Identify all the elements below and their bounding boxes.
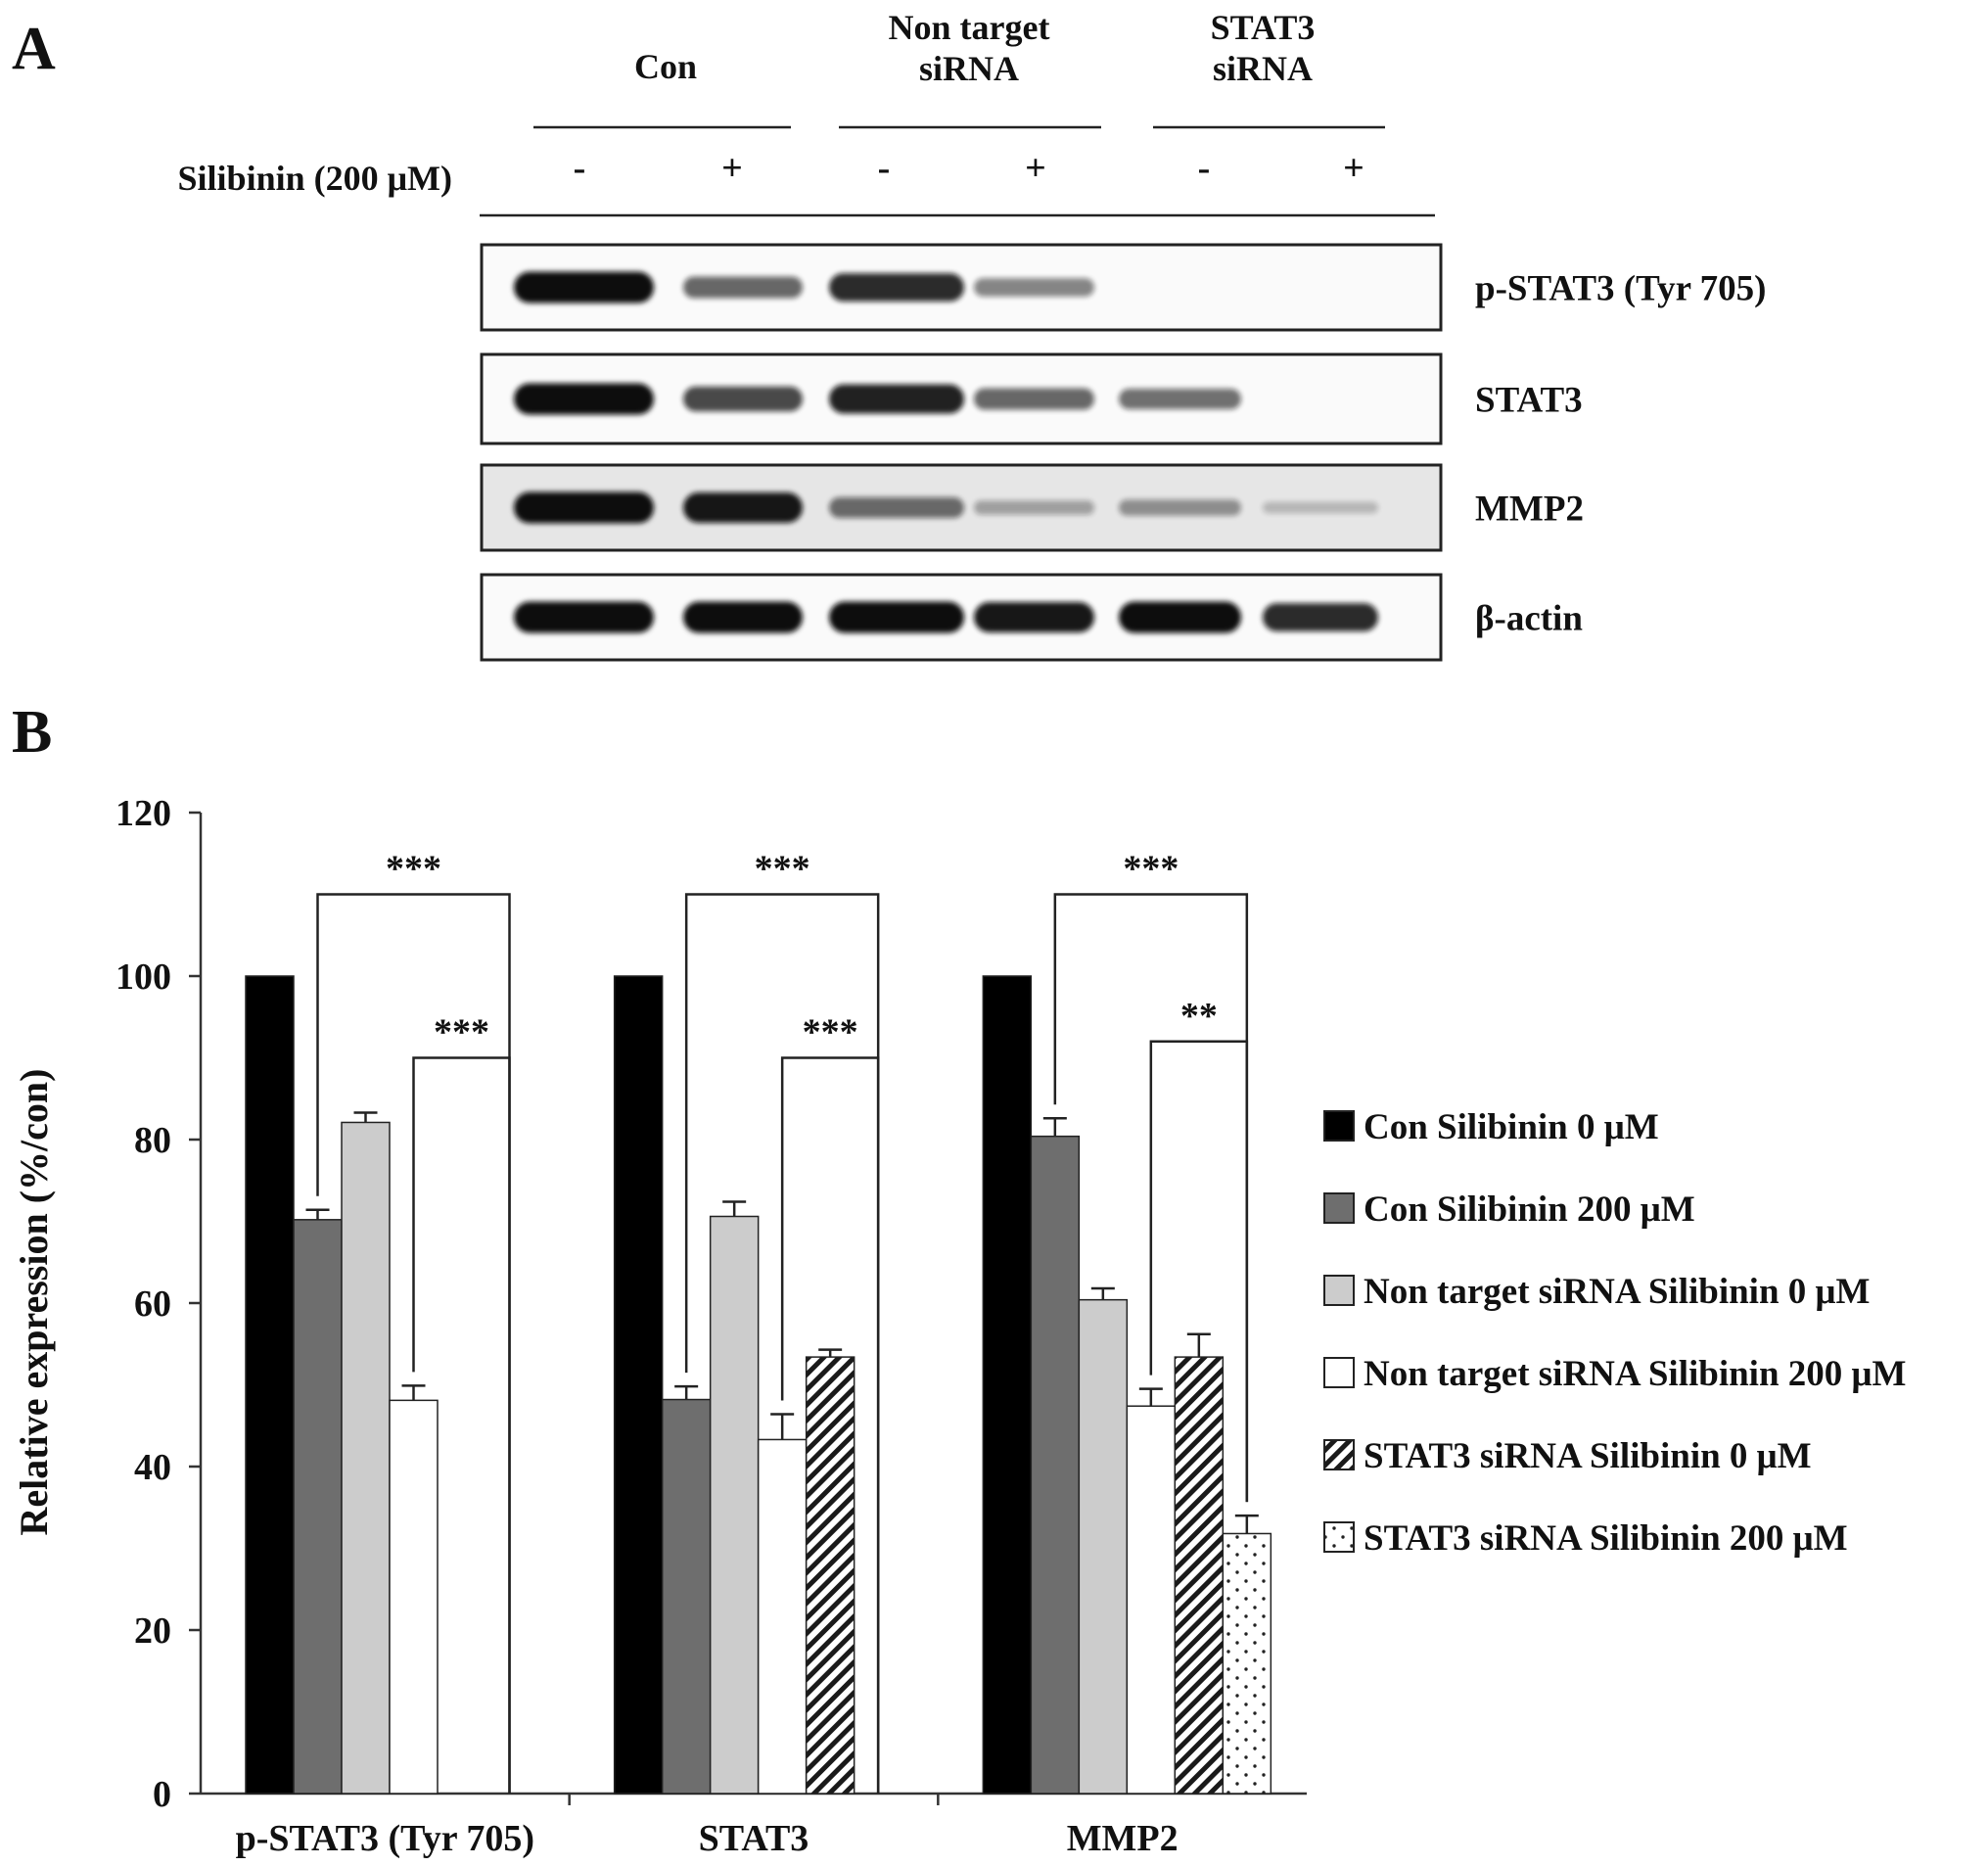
y-tick-label: 40 [134, 1447, 171, 1488]
bar [709, 1215, 760, 1795]
y-tick-label: 80 [134, 1120, 171, 1161]
legend-swatch [1323, 1521, 1355, 1553]
blot-band [683, 276, 803, 299]
treatment-sign: + [1025, 148, 1046, 189]
group-label: Con [634, 47, 697, 86]
blot-band [974, 278, 1094, 297]
blot-band [829, 384, 964, 414]
bar [1078, 1298, 1129, 1795]
legend-swatch [1323, 1439, 1355, 1470]
blot-label: p-STAT3 (Tyr 705) [1475, 269, 1766, 309]
treatment-label: Silibinin (200 μM) [178, 159, 452, 198]
legend-label: Non target siRNA Silibinin 0 μM [1364, 1272, 1870, 1312]
blot-band [514, 271, 654, 303]
significance-bracket [412, 1056, 511, 1794]
bar [245, 975, 295, 1795]
y-tick-label: 100 [116, 956, 171, 998]
legend-swatch [1323, 1275, 1355, 1306]
blot-band [1119, 499, 1241, 516]
y-tick-label: 0 [153, 1774, 171, 1815]
bar [805, 1356, 855, 1795]
y-axis-label: Relative expression (%/con) [12, 1069, 56, 1536]
legend-swatch [1323, 1192, 1355, 1224]
y-tick-label: 20 [134, 1610, 171, 1652]
blot-band [829, 601, 964, 633]
treatment-sign: - [574, 148, 586, 189]
legend-swatch [1323, 1357, 1355, 1388]
blot-band [829, 497, 964, 518]
blot-band [514, 383, 654, 415]
legend-swatch [1323, 1110, 1355, 1142]
bar [1222, 1532, 1272, 1795]
significance-bracket [780, 1056, 880, 1794]
treatment-sign: - [1198, 148, 1211, 189]
blot-band [1119, 389, 1241, 409]
treatment-sign: + [1343, 148, 1364, 189]
panel-b-letter: B [12, 699, 52, 766]
x-tick-label: MMP2 [1067, 1818, 1179, 1859]
legend-label: STAT3 siRNA Silibinin 200 μM [1364, 1518, 1848, 1559]
significance-label: *** [1123, 849, 1179, 890]
group-label: Non target [889, 8, 1050, 47]
legend-label: Con Silibinin 0 μM [1364, 1107, 1659, 1147]
panel-a-letter: A [12, 16, 56, 82]
bar-chart: Relative expression (%/con) 0 20 40 60 80 100… [12, 793, 1307, 1859]
significance-label: *** [434, 1012, 489, 1053]
blot-band [1263, 501, 1378, 514]
legend-label: STAT3 siRNA Silibinin 0 μM [1364, 1436, 1812, 1476]
blot-label: STAT3 [1475, 381, 1583, 421]
treatment-sign: - [878, 148, 891, 189]
bar [661, 1398, 712, 1795]
group-label: siRNA [919, 49, 1019, 88]
blot-band [974, 602, 1094, 632]
bar [1030, 1135, 1081, 1795]
legend-label: Non target siRNA Silibinin 200 μM [1364, 1354, 1906, 1394]
significance-label: *** [386, 849, 441, 890]
blot-band [974, 388, 1094, 410]
group-label: siRNA [1213, 49, 1313, 88]
legend-label: Con Silibinin 200 μM [1364, 1190, 1695, 1230]
significance-label: *** [803, 1012, 858, 1053]
group-label: STAT3 [1211, 8, 1316, 47]
legend: Con Silibinin 0 μM Con Silibinin 200 μM No… [1323, 1107, 1906, 1559]
bar [341, 1121, 391, 1795]
x-tick-label: STAT3 [699, 1818, 809, 1859]
blot-band [1119, 601, 1241, 633]
bar [389, 1399, 439, 1795]
blot-band [829, 273, 964, 302]
bar [757, 1438, 808, 1795]
bar [1174, 1356, 1225, 1795]
blot-band [974, 500, 1094, 515]
blot-label: MMP2 [1475, 490, 1584, 530]
bar [613, 975, 664, 1795]
blot-band [683, 386, 803, 412]
y-tick-label: 120 [116, 793, 171, 834]
blot-label: β-actin [1475, 599, 1583, 639]
treatment-sign: + [721, 148, 743, 189]
bar [982, 975, 1033, 1795]
blot-band [514, 601, 654, 633]
significance-label: ** [1180, 996, 1218, 1037]
x-tick-label: p-STAT3 (Tyr 705) [236, 1818, 534, 1859]
blot-band [514, 491, 654, 524]
bar [293, 1219, 343, 1795]
blot-band [683, 601, 803, 633]
blot-band [683, 492, 803, 523]
significance-bracket [1149, 1040, 1249, 1503]
significance-label: *** [755, 849, 810, 890]
bar [1126, 1405, 1177, 1795]
y-tick-label: 60 [134, 1283, 171, 1325]
blot-band [1263, 603, 1378, 631]
